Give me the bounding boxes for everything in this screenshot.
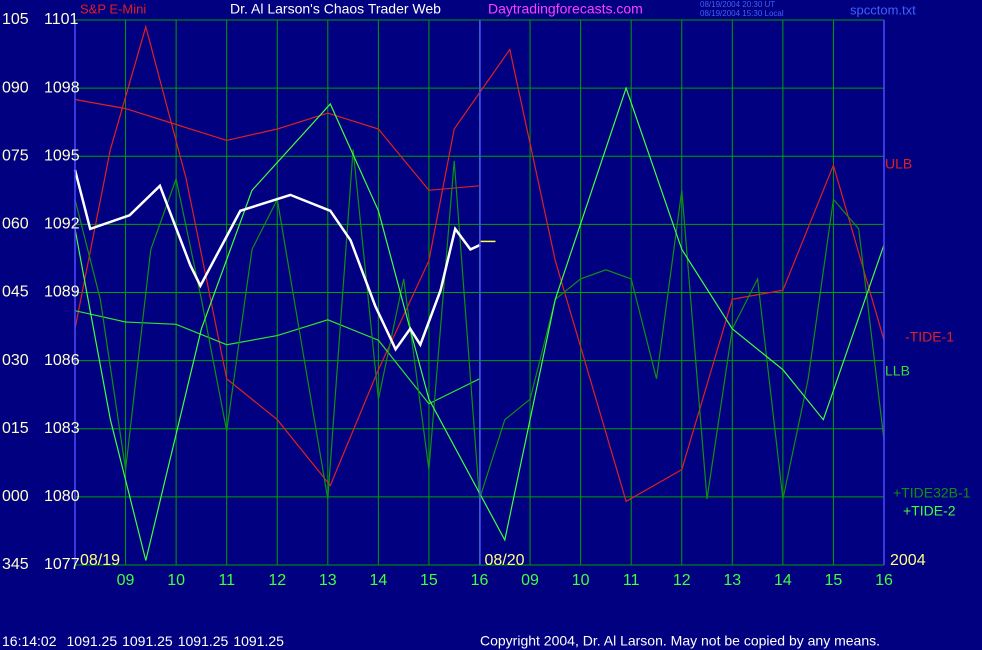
grid	[75, 19, 885, 566]
y-tick-label: 1083	[44, 420, 80, 437]
y-tick-label: 1077	[44, 556, 80, 573]
y-tick-label: 1101	[44, 11, 79, 28]
labels: 345 1077 000 1080 015 1083 030 1086 045 1089 060 10…	[2, 11, 971, 589]
x-tick-label: 15	[420, 572, 438, 589]
quote-time: 16:14:02	[2, 633, 57, 649]
x-tick-label: 12	[673, 572, 691, 589]
series-label: ULB	[885, 156, 912, 172]
y-tick-label: 1092	[44, 216, 80, 233]
x-tick-label: 14	[774, 572, 792, 589]
x-tick-label: 14	[369, 572, 387, 589]
series-label: +TIDE-2	[903, 503, 956, 519]
series-line	[74, 86, 885, 561]
x-tick-label: 11	[623, 572, 640, 589]
angle-tick-label: 075	[2, 147, 29, 164]
status-line: 16:14:02 1091.25 1091.25 1091.25 1091.25	[2, 633, 284, 649]
angle-tick-label: 060	[2, 216, 29, 233]
time-ut: 08/19/2004 20:30 UT	[700, 0, 775, 9]
y-tick-label: 1095	[44, 147, 80, 164]
price-line	[73, 169, 482, 352]
x-tick-label: 11	[218, 572, 235, 589]
angle-tick-label: 030	[2, 352, 29, 369]
x-tick-label: 13	[723, 572, 741, 589]
lines	[73, 24, 885, 561]
site: Daytradingforecasts.com	[488, 1, 643, 17]
x-tick-label: 15	[825, 572, 843, 589]
angle-tick-label: 345	[2, 556, 29, 573]
series-label: +TIDE32B-1	[893, 485, 971, 501]
x-tick-label: 09	[117, 572, 135, 589]
x-tick-label: 16	[875, 572, 893, 589]
series-label: -TIDE-1	[905, 329, 954, 345]
x-tick-label: 10	[572, 572, 590, 589]
x-tick-label: 13	[319, 572, 337, 589]
y-tick-label: 1086	[44, 352, 80, 369]
quote-low: 1091.25	[178, 633, 229, 649]
angle-tick-label: 045	[2, 284, 29, 301]
copyright: Copyright 2004, Dr. Al Larson. May not b…	[480, 633, 880, 649]
quote-high: 1091.25	[122, 633, 173, 649]
angle-tick-label: 105	[2, 11, 29, 28]
time-local: 08/19/2004 15:30 Local	[700, 9, 784, 18]
angle-tick-label: 000	[2, 488, 29, 505]
y-tick-label: 1089	[44, 284, 80, 301]
chart-title: Dr. Al Larson's Chaos Trader Web	[230, 1, 441, 17]
date-label: 08/19	[80, 552, 120, 569]
x-tick-label: 12	[268, 572, 286, 589]
series-line	[74, 24, 885, 503]
file-name: spcctom.txt	[850, 2, 916, 17]
year: 2004	[890, 552, 926, 569]
instrument: S&P E-Mini	[80, 1, 146, 16]
angle-tick-label: 090	[2, 79, 29, 96]
x-tick-label: 09	[521, 572, 539, 589]
date-label: 08/20	[485, 552, 525, 569]
angle-tick-label: 015	[2, 420, 29, 437]
quote-close: 1091.25	[233, 633, 284, 649]
x-tick-label: 16	[471, 572, 489, 589]
quote-open: 1091.25	[67, 633, 118, 649]
y-tick-label: 1080	[44, 488, 80, 505]
x-tick-label: 10	[167, 572, 185, 589]
series-line	[74, 98, 480, 191]
y-tick-label: 1098	[44, 79, 80, 96]
series-label: LLB	[885, 363, 910, 379]
